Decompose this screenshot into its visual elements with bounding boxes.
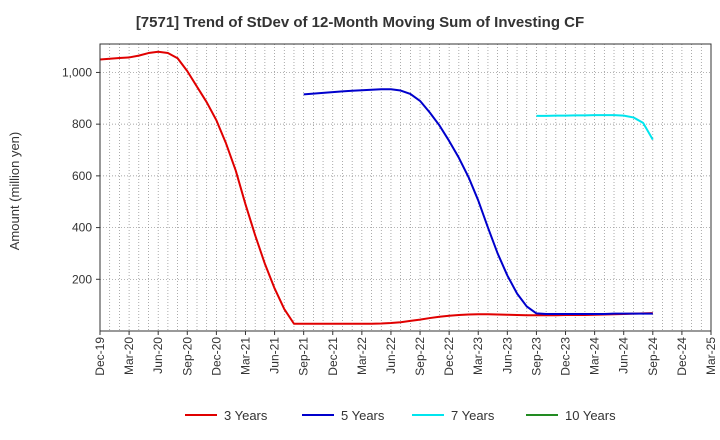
legend-label: 5 Years (341, 408, 385, 423)
x-tick-label: Dec-22 (442, 337, 456, 376)
x-tick-label: Sep-21 (297, 337, 311, 376)
y-tick-label: 200 (72, 272, 92, 286)
series-line-7-years (536, 114, 654, 141)
y-axis: 200 400 600 800 1,000 (62, 65, 100, 286)
x-tick-label: Jun-23 (500, 337, 514, 374)
y-axis-label: Amount (million yen) (7, 132, 22, 251)
grid (100, 44, 711, 331)
x-tick-label: Mar-24 (588, 337, 602, 375)
x-tick-label: Dec-23 (559, 337, 573, 376)
legend-label: 3 Years (224, 408, 268, 423)
y-tick-label: 1,000 (62, 65, 92, 79)
y-tick-label: 600 (72, 169, 92, 183)
x-tick-label: Sep-22 (413, 337, 427, 376)
x-tick-label: Jun-24 (617, 337, 631, 374)
x-tick-label: Jun-22 (384, 337, 398, 374)
series-line-3-years (99, 50, 653, 325)
chart-title: [7571] Trend of StDev of 12-Month Moving… (136, 14, 584, 31)
x-tick-label: Mar-21 (238, 337, 252, 375)
x-tick-label: Mar-23 (471, 337, 485, 375)
legend-label: 7 Years (451, 408, 495, 423)
x-tick-label: Sep-20 (180, 337, 194, 376)
x-tick-label: Sep-24 (646, 337, 660, 376)
x-tick-label: Mar-25 (704, 337, 718, 375)
x-tick-label: Dec-20 (209, 337, 223, 376)
x-tick-label: Dec-19 (93, 337, 107, 376)
series-line-5-years (303, 88, 653, 315)
series-lines (99, 50, 654, 325)
x-tick-label: Mar-20 (122, 337, 136, 375)
x-tick-label: Jun-21 (268, 337, 282, 374)
legend: 3 Years 5 Years 7 Years 10 Years (185, 408, 616, 423)
x-tick-label: Dec-21 (326, 337, 340, 376)
legend-label: 10 Years (565, 408, 616, 423)
y-tick-label: 800 (72, 117, 92, 131)
plot-frame (99, 43, 712, 332)
x-tick-label: Jun-20 (151, 337, 165, 374)
y-tick-label: 400 (72, 221, 92, 235)
x-tick-label: Sep-23 (529, 337, 543, 376)
x-tick-label: Mar-22 (355, 337, 369, 375)
x-axis: Dec-19 Mar-20 Jun-20 Sep-20 Dec-20 Mar-21 Jun-… (93, 331, 718, 376)
x-tick-label: Dec-24 (675, 337, 689, 376)
